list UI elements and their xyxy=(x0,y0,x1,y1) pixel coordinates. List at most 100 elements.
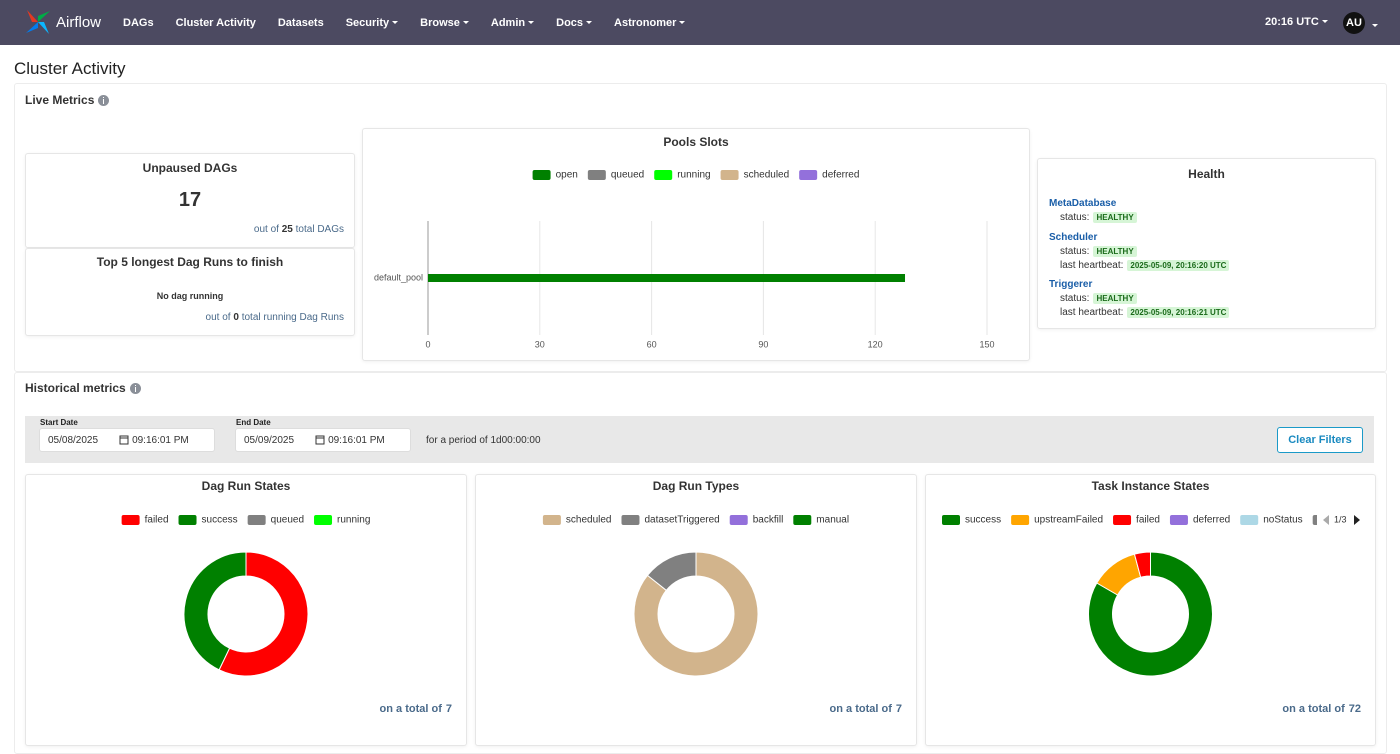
legend-item[interactable]: backfill xyxy=(730,515,784,526)
legend-item[interactable]: queued xyxy=(248,515,304,526)
logo xyxy=(24,8,52,36)
legend-page: 1/3 xyxy=(1334,514,1347,524)
legend-next[interactable] xyxy=(1354,515,1360,525)
legend-item[interactable]: deferred xyxy=(1170,515,1230,526)
period-text: for a period of 1d00:00:00 xyxy=(426,435,541,446)
legend-item[interactable]: deferred xyxy=(799,170,859,181)
date-input[interactable]: 05/08/2025 09:16:01 PM xyxy=(39,428,215,452)
nav-link[interactable]: DAGs xyxy=(123,17,154,29)
chart-title: Dag Run Types xyxy=(653,479,740,493)
clear-filters-button[interactable]: Clear Filters xyxy=(1277,427,1363,453)
legend-label: scheduled xyxy=(566,515,612,526)
section-title-text: Live Metrics xyxy=(25,93,94,107)
legend-item[interactable]: running xyxy=(654,170,710,181)
legend-prev[interactable] xyxy=(1323,515,1329,525)
component-name[interactable]: MetaDatabase xyxy=(1049,198,1137,209)
legend-item[interactable]: queued xyxy=(588,170,644,181)
nav-menu[interactable]: Admin xyxy=(491,17,534,29)
user-caret[interactable] xyxy=(1369,20,1378,32)
legend-label: success xyxy=(965,515,1001,526)
nav-link[interactable]: Datasets xyxy=(278,17,324,29)
legend-swatch xyxy=(122,515,140,525)
legend: failed success queued running xyxy=(122,515,371,526)
legend-label: running xyxy=(677,170,710,181)
legend-swatch xyxy=(314,515,332,525)
bar xyxy=(428,274,905,282)
total-value: 72 xyxy=(1349,703,1361,715)
section-title: Historical metrics xyxy=(25,381,141,395)
legend-swatch xyxy=(793,515,811,525)
health-card: Health MetaDatabase status:HEALTHY Sched… xyxy=(1037,158,1376,329)
nav-link[interactable]: Cluster Activity xyxy=(176,17,256,29)
polygon xyxy=(26,22,38,33)
component-name[interactable]: Scheduler xyxy=(1049,232,1229,243)
legend-swatch xyxy=(730,515,748,525)
status-row: status:HEALTHY xyxy=(1060,212,1137,223)
heartbeat-badge: 2025-05-09, 20:16:21 UTC xyxy=(1127,307,1229,318)
total-note: on a total of7 xyxy=(380,703,452,715)
legend-item[interactable]: scheduled xyxy=(543,515,612,526)
user-avatar[interactable]: AU xyxy=(1343,12,1365,34)
legend-label: open xyxy=(556,170,578,181)
x-tick-label: 120 xyxy=(868,339,883,349)
metric-note: out of 0 total running Dag Runs xyxy=(26,312,344,323)
info-icon[interactable] xyxy=(98,95,109,106)
health-component: Scheduler status:HEALTHY last heartbeat:… xyxy=(1049,232,1229,271)
note-text: out of xyxy=(206,312,231,323)
legend-item[interactable]: failed xyxy=(122,515,169,526)
rect xyxy=(316,436,324,444)
legend-item[interactable]: noStatus xyxy=(1240,515,1302,526)
polygon xyxy=(27,10,38,22)
legend-swatch xyxy=(588,170,606,180)
legend-swatch xyxy=(179,515,197,525)
legend-item[interactable]: running xyxy=(314,515,370,526)
legend-swatch xyxy=(248,515,266,525)
legend: scheduled datasetTriggered backfill manual xyxy=(543,515,849,526)
time-value: 09:16:01 PM xyxy=(132,435,189,446)
legend-item[interactable]: manual xyxy=(793,515,849,526)
legend-item[interactable]: open xyxy=(533,170,578,181)
info-icon[interactable] xyxy=(130,383,141,394)
page-title: Cluster Activity xyxy=(14,59,125,79)
nav-menu[interactable]: Security xyxy=(346,17,398,29)
nav-menu[interactable]: Docs xyxy=(556,17,592,29)
legend-item[interactable]: failed xyxy=(1113,515,1160,526)
clock[interactable]: 20:16 UTC xyxy=(1265,16,1328,28)
legend-label: manual xyxy=(816,515,849,526)
section-title: Live Metrics xyxy=(25,93,109,107)
donut-chart: Dag Run Statesfailedsuccessqueuedrunning… xyxy=(26,475,466,745)
label: last heartbeat: xyxy=(1060,307,1123,318)
health-component: Triggerer status:HEALTHY last heartbeat:… xyxy=(1049,279,1229,318)
legend-label: upstreamFailed xyxy=(1034,515,1103,526)
legend-item[interactable]: upstreamFailed xyxy=(1011,515,1103,526)
empty-message: No dag running xyxy=(26,291,354,301)
legend-item[interactable]: success xyxy=(942,515,1001,526)
nav-menu[interactable]: Browse xyxy=(420,17,469,29)
legend-swatch xyxy=(1011,515,1029,525)
legend-swatch xyxy=(621,515,639,525)
legend-label: failed xyxy=(1136,515,1160,526)
chart-title: Task Instance States xyxy=(1092,479,1210,493)
chart-card: Dag Run Types scheduled datasetTriggered ba… xyxy=(475,474,917,746)
total-note: on a total of72 xyxy=(1282,703,1361,715)
legend-label: datasetTriggered xyxy=(644,515,719,526)
legend-item[interactable]: scheduled xyxy=(721,170,790,181)
note-text: out of xyxy=(254,224,279,235)
total-label: on a total of xyxy=(830,703,893,715)
component-name[interactable]: Triggerer xyxy=(1049,279,1229,290)
label: status: xyxy=(1060,212,1089,223)
nav-links: DAGs Cluster Activity Datasets Security … xyxy=(123,0,685,45)
legend-swatch xyxy=(1113,515,1131,525)
legend-item[interactable]: datasetTriggered xyxy=(621,515,719,526)
brand[interactable]: Airflow xyxy=(24,7,101,37)
date-input[interactable]: 05/09/2025 09:16:01 PM xyxy=(235,428,411,452)
nav-menu[interactable]: Astronomer xyxy=(614,17,685,29)
legend-label: queued xyxy=(611,170,644,181)
date-value: 05/08/2025 xyxy=(48,435,98,446)
x-tick-label: 90 xyxy=(758,339,768,349)
card-title: Unpaused DAGs xyxy=(26,161,354,175)
field-label: End Date xyxy=(236,418,271,427)
note-number: 25 xyxy=(282,224,293,235)
legend-item[interactable]: success xyxy=(179,515,238,526)
status-row: status:HEALTHY xyxy=(1060,246,1229,257)
